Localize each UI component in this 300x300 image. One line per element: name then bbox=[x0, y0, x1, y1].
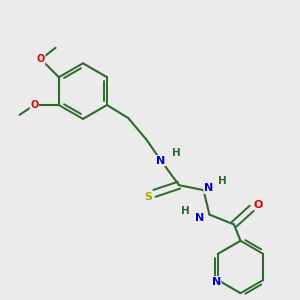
Text: O: O bbox=[253, 200, 262, 210]
Text: N: N bbox=[156, 156, 166, 166]
Text: O: O bbox=[30, 100, 38, 110]
Text: N: N bbox=[204, 183, 213, 194]
Text: H: H bbox=[182, 206, 190, 216]
Text: N: N bbox=[212, 277, 221, 287]
Text: O: O bbox=[37, 54, 45, 64]
Text: S: S bbox=[145, 192, 153, 202]
Text: H: H bbox=[218, 176, 227, 186]
Text: N: N bbox=[195, 213, 204, 223]
Text: H: H bbox=[172, 148, 181, 158]
